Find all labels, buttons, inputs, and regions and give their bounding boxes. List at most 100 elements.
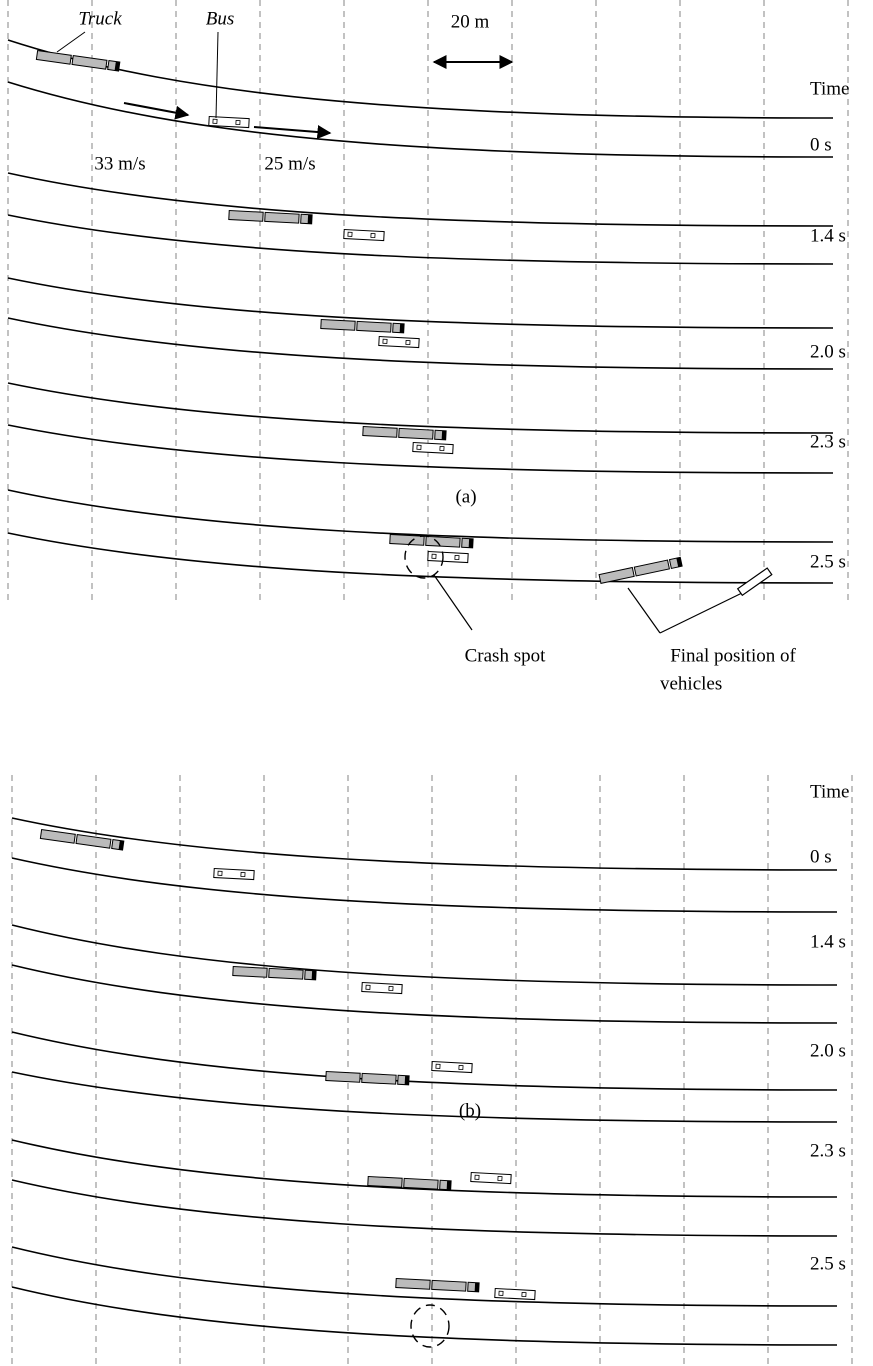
truck — [599, 557, 682, 583]
road-edge — [12, 1247, 837, 1306]
road-edge — [8, 383, 833, 433]
final-bus — [738, 568, 772, 595]
trailer — [390, 535, 424, 546]
truck — [36, 51, 119, 71]
road-edge — [12, 1287, 837, 1345]
leader — [660, 593, 742, 633]
trailer — [363, 427, 397, 438]
time-label: 1.4 s — [810, 225, 846, 246]
road-edge — [12, 1072, 837, 1122]
road-edge — [8, 173, 833, 226]
road-edge — [12, 858, 837, 912]
road-edge — [8, 490, 833, 542]
trailer — [362, 1073, 396, 1084]
trailer — [432, 1280, 466, 1291]
trailer — [634, 560, 669, 576]
time-label: 2.5 s — [810, 1253, 846, 1274]
trailer — [269, 968, 303, 979]
bus — [214, 869, 254, 880]
cab-front — [447, 1181, 451, 1190]
bus-speed: 25 m/s — [264, 153, 315, 174]
road-edge — [12, 965, 837, 1023]
cab-front — [308, 215, 312, 224]
cab-front — [469, 539, 473, 548]
bus-body — [471, 1173, 511, 1184]
truck-speed: 33 m/s — [94, 153, 145, 174]
truck-label: Truck — [78, 8, 122, 29]
bus-body — [495, 1289, 535, 1300]
road-edge — [8, 278, 833, 328]
bus-body — [413, 443, 453, 454]
crash-label: Crash spot — [465, 645, 546, 666]
road-edge — [12, 1032, 837, 1090]
road-edge — [8, 318, 833, 369]
trailer — [326, 1072, 360, 1083]
truck — [321, 320, 404, 333]
road-edge — [12, 818, 837, 870]
cab-front — [312, 971, 316, 980]
bus — [471, 1173, 511, 1184]
bus-body — [432, 1062, 472, 1073]
leader — [628, 588, 660, 633]
truck — [396, 1279, 479, 1292]
road-edge — [8, 215, 833, 264]
trailer — [72, 56, 107, 70]
leader — [434, 575, 472, 630]
trailer — [396, 1279, 430, 1290]
trailer — [426, 536, 460, 547]
time-label: 1.4 s — [810, 931, 846, 952]
bus — [428, 552, 468, 563]
panel-label: (a) — [455, 486, 476, 507]
trailer — [76, 835, 111, 849]
truck — [326, 1072, 409, 1085]
time-label: 2.3 s — [810, 431, 846, 452]
time-label: 2.5 s — [810, 551, 846, 572]
bus — [344, 230, 384, 241]
bus-body — [344, 230, 384, 241]
panel-label: (b) — [459, 1100, 481, 1121]
leader — [216, 32, 218, 118]
bus-body — [214, 869, 254, 880]
crash-circle — [411, 1305, 449, 1347]
trailer — [321, 320, 355, 331]
bus — [379, 337, 419, 348]
scale-label: 20 m — [451, 11, 490, 32]
bus — [209, 117, 249, 128]
truck — [40, 830, 123, 850]
trailer — [265, 212, 299, 223]
bus-body — [738, 568, 772, 595]
time-header: Time — [810, 781, 849, 802]
trailer — [36, 51, 71, 65]
bus — [362, 983, 402, 994]
trailer — [40, 830, 75, 844]
time-label: 2.0 s — [810, 1040, 846, 1061]
cab-front — [475, 1283, 479, 1292]
bus-body — [362, 983, 402, 994]
time-header: Time — [810, 78, 849, 99]
trailer — [368, 1177, 402, 1188]
cab-front — [405, 1076, 409, 1085]
truck — [368, 1177, 451, 1190]
time-label: 0 s — [810, 134, 832, 155]
bus-body — [428, 552, 468, 563]
bus-body — [379, 337, 419, 348]
bus-body — [209, 117, 249, 128]
cab-front — [400, 324, 404, 333]
truck — [363, 427, 446, 440]
road-edge — [8, 82, 833, 157]
bus — [432, 1062, 472, 1073]
final-label: Final position of — [670, 645, 796, 666]
bus — [495, 1289, 535, 1300]
time-label: 0 s — [810, 846, 832, 867]
time-label: 2.3 s — [810, 1140, 846, 1161]
trailer — [229, 211, 263, 222]
trailer — [399, 428, 433, 439]
time-label: 2.0 s — [810, 341, 846, 362]
road-edge — [12, 925, 837, 985]
cab-front — [442, 431, 446, 440]
bus-label: Bus — [206, 8, 235, 29]
bus — [413, 443, 453, 454]
diagram: Time 0 s 1.4 s 2.0 s 2.3 s 2.5 s (a) Time 0 s 1.4… — [0, 0, 873, 1366]
speed-arrow — [254, 127, 330, 133]
road-edge — [8, 40, 833, 118]
